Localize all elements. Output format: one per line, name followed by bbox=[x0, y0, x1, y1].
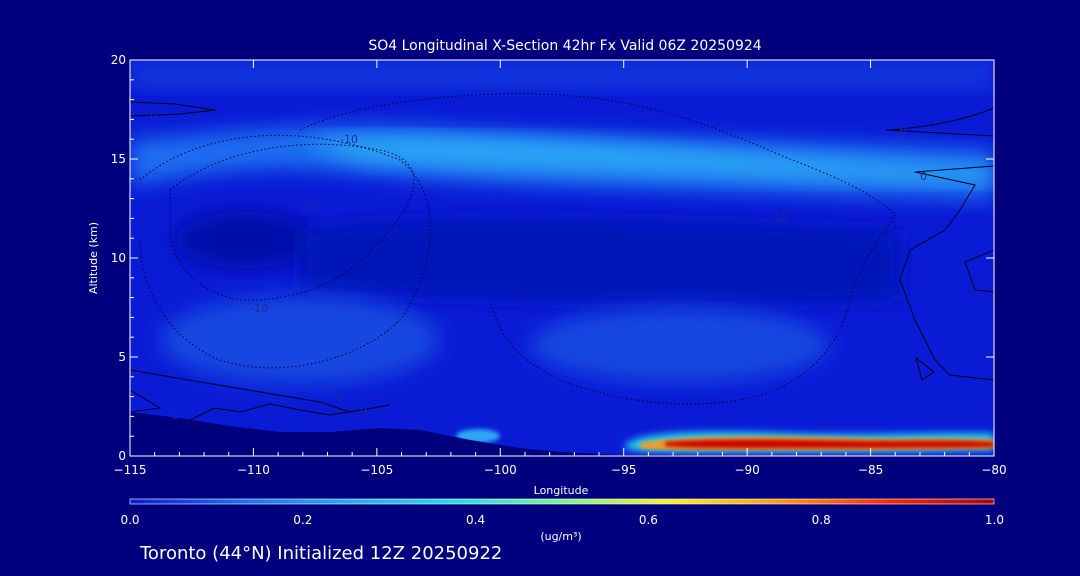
y-tick-label: 5 bbox=[118, 350, 126, 364]
x-tick-label: −100 bbox=[484, 463, 517, 477]
field-plume-core bbox=[665, 439, 994, 448]
colorbar-tick-label: 0.6 bbox=[639, 513, 658, 527]
colorbar-tick-label: 0.0 bbox=[120, 513, 139, 527]
x-axis: −115 −110 −105 −100 −95 −90 −85 −80 bbox=[114, 60, 1007, 477]
footer-caption: Toronto (44°N) Initialized 12Z 20250922 bbox=[140, 543, 503, 564]
y-axis-label: Altitude (km) bbox=[87, 222, 100, 294]
contour-label: 0 bbox=[900, 124, 907, 137]
contour-labels: 0 0 0 -10 -10 -20 -10 0 0 0 bbox=[150, 109, 927, 422]
concentration-field bbox=[130, 60, 994, 456]
field-upper-maximum bbox=[300, 136, 994, 182]
chart-title: SO4 Longitudinal X-Section 42hr Fx Valid… bbox=[368, 38, 761, 54]
x-tick-label: −115 bbox=[114, 463, 147, 477]
field-west-blob bbox=[160, 295, 440, 385]
contour-label: -10 bbox=[340, 133, 358, 146]
x-tick-label: −95 bbox=[611, 463, 636, 477]
y-tick-label: 0 bbox=[118, 449, 126, 463]
contour-label: 0 bbox=[150, 109, 157, 122]
contour-zero-left-low bbox=[130, 369, 391, 421]
contour-zero-right-inner bbox=[964, 249, 994, 293]
colorbar-tick-label: 0.4 bbox=[466, 513, 485, 527]
contour-label: -10 bbox=[770, 210, 788, 223]
colorbar-tick-label: 0.8 bbox=[812, 513, 831, 527]
terrain-mask bbox=[130, 412, 994, 456]
x-tick-label: −85 bbox=[858, 463, 883, 477]
y-tick-label: 20 bbox=[111, 53, 126, 67]
colorbar bbox=[129, 498, 995, 505]
contour-label: 0 bbox=[338, 391, 345, 404]
y-axis: 0 5 10 15 20 bbox=[111, 53, 994, 463]
colorbar-label: (ug/m³) bbox=[540, 530, 581, 543]
field-mid-dark bbox=[300, 218, 900, 305]
contour-label: 0 bbox=[920, 170, 927, 183]
contour-minus20 bbox=[169, 143, 415, 301]
contour-zero-right bbox=[899, 165, 994, 381]
dotted-contours bbox=[139, 93, 896, 405]
contour-zero-top-right bbox=[885, 107, 994, 137]
field-mid-blob bbox=[530, 307, 830, 383]
colorbar-tick-label: 1.0 bbox=[985, 513, 1004, 527]
x-axis-label: Longitude bbox=[534, 484, 589, 497]
y-tick-label: 15 bbox=[111, 152, 126, 166]
contour-zero-small bbox=[915, 356, 935, 381]
contour-zero-left-edge bbox=[130, 389, 162, 413]
x-tick-label: −90 bbox=[734, 463, 759, 477]
contour-label: -10 bbox=[250, 302, 268, 315]
contour-zero-top-left bbox=[130, 101, 216, 117]
field-top-band bbox=[130, 60, 994, 90]
y-tick-label: 10 bbox=[111, 251, 126, 265]
colorbar-tick-label: 0.2 bbox=[293, 513, 312, 527]
x-tick-label: −80 bbox=[981, 463, 1006, 477]
colorbar-ticks: 0.0 0.2 0.4 0.6 0.8 1.0 bbox=[120, 513, 1004, 527]
x-tick-label: −105 bbox=[360, 463, 393, 477]
contour-label: -20 bbox=[298, 200, 316, 213]
contour-label: 0 bbox=[360, 405, 367, 418]
x-tick-label: −110 bbox=[237, 463, 270, 477]
contours bbox=[130, 101, 994, 421]
contour-label: 0 bbox=[172, 409, 179, 422]
field-mid-minimum bbox=[175, 212, 315, 268]
